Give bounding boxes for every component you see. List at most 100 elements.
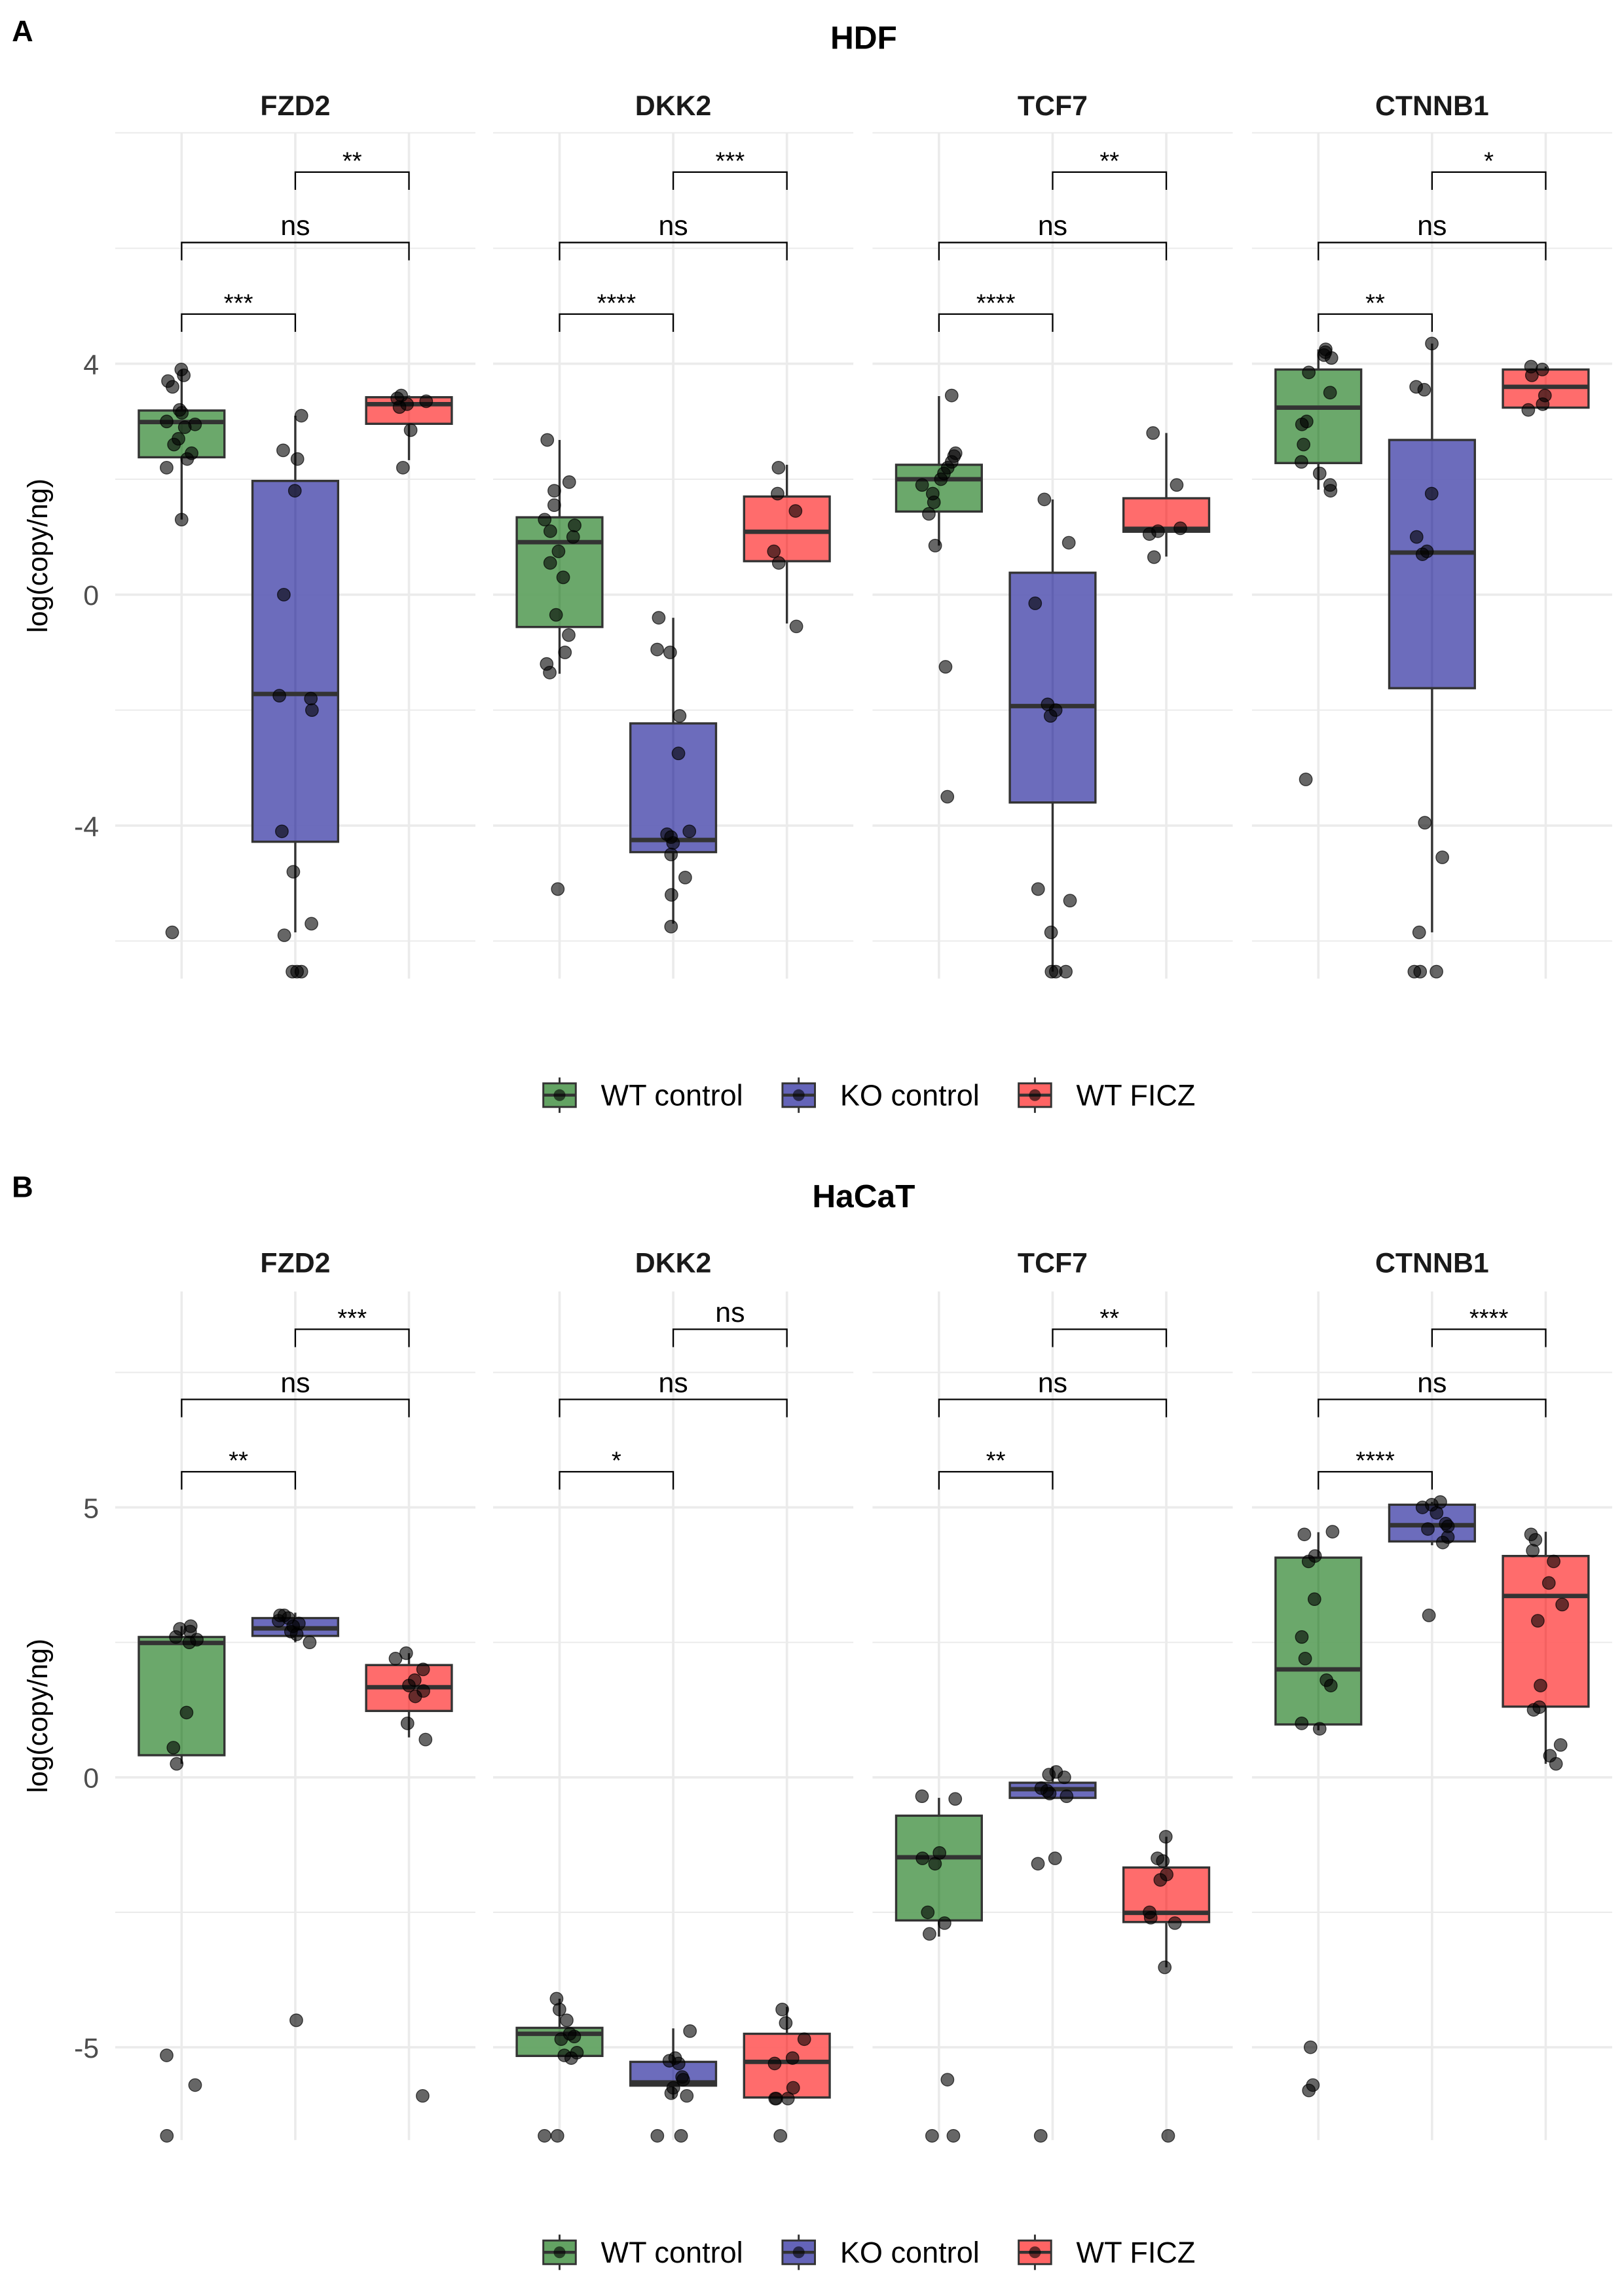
significance-bracket — [938, 242, 1168, 261]
significance-bracket — [1431, 171, 1547, 190]
data-point — [556, 570, 570, 585]
data-point — [671, 746, 686, 761]
data-point — [276, 443, 290, 458]
box-iqr — [1008, 572, 1097, 804]
data-point — [674, 2128, 688, 2143]
data-point — [160, 2049, 174, 2062]
data-point — [392, 400, 407, 414]
data-point — [543, 556, 557, 570]
significance-bracket — [938, 1470, 1054, 1490]
significance-bracket — [559, 1398, 788, 1417]
significance-label: ns — [715, 1297, 745, 1328]
significance-label: ns — [1038, 1367, 1067, 1398]
data-point — [304, 917, 318, 931]
data-point — [1530, 1614, 1545, 1628]
facet-strip-label: CTNNB1 — [1375, 1247, 1489, 1279]
data-point — [399, 1646, 413, 1660]
box-ko-control — [251, 409, 340, 979]
data-point — [1057, 1770, 1071, 1785]
box-iqr — [1274, 368, 1363, 464]
data-point — [1156, 1854, 1170, 1868]
data-point — [303, 1635, 317, 1650]
box-wt-control — [895, 1789, 983, 2143]
data-point — [683, 2024, 697, 2038]
data-point — [1415, 1501, 1430, 1514]
data-point — [403, 423, 418, 437]
box-ko-control — [1388, 337, 1476, 979]
data-point — [182, 1635, 196, 1650]
facet-strip-label: FZD2 — [260, 90, 330, 122]
legend-key-wt-control — [542, 2234, 577, 2270]
data-point — [1297, 437, 1311, 452]
significance-label: ns — [1038, 210, 1067, 242]
data-point — [1302, 365, 1316, 380]
significance-label: ** — [986, 1447, 1006, 1475]
data-point — [277, 928, 291, 942]
data-point — [1294, 455, 1308, 469]
data-point — [1061, 536, 1076, 550]
box-iqr — [743, 495, 831, 562]
box-ko-control — [1008, 1765, 1097, 2143]
data-point — [551, 544, 566, 558]
box-wt-control — [515, 1992, 604, 2143]
box-wt-ficz — [1502, 1527, 1590, 1771]
data-point — [294, 409, 308, 423]
data-point — [419, 394, 434, 409]
data-point — [1295, 1630, 1309, 1644]
significance-bracket — [559, 242, 788, 261]
data-point — [1435, 1535, 1450, 1550]
significance-label: *** — [224, 289, 253, 317]
box-wt-control — [1274, 342, 1363, 786]
data-point — [568, 519, 581, 532]
legend: WT control KO control WT FICZ — [542, 1077, 1195, 1113]
data-point — [652, 611, 666, 625]
data-point — [1424, 486, 1439, 501]
significance-label: ns — [280, 1367, 310, 1398]
facet-strip-label: TCF7 — [1018, 90, 1088, 122]
significance-label: ** — [1099, 1304, 1119, 1332]
data-point — [915, 478, 929, 492]
box-wt-control — [895, 388, 983, 804]
data-point — [1170, 478, 1184, 492]
data-point — [797, 2032, 811, 2047]
significance-bracket — [938, 1398, 1168, 1417]
data-point — [673, 709, 687, 723]
data-point — [1535, 363, 1549, 376]
facet-fzd2: FZD2 *** ns ** — [115, 90, 475, 979]
legend-point — [1029, 1089, 1041, 1101]
significance-bracket — [559, 313, 674, 332]
chart-title: HDF — [830, 19, 897, 56]
data-point — [1553, 1738, 1568, 1752]
data-point — [1031, 882, 1045, 896]
significance-label: ns — [658, 1367, 688, 1398]
data-point — [1526, 1544, 1540, 1558]
data-point — [388, 1652, 403, 1666]
facet-tcf7: TCF7 ** ns ** — [872, 1247, 1233, 2143]
data-point — [167, 437, 181, 452]
data-point — [1312, 466, 1327, 481]
data-point — [944, 388, 959, 403]
y-tick-label: 5 — [83, 1493, 99, 1524]
significance-bracket — [1052, 1328, 1168, 1347]
significance-bracket — [1318, 313, 1433, 332]
y-tick-label: -5 — [74, 2033, 99, 2064]
data-point — [1425, 337, 1439, 351]
box-wt-ficz — [743, 2003, 831, 2143]
y-tick-label: -4 — [74, 811, 99, 843]
significance-label: ns — [1417, 210, 1447, 242]
data-point — [1168, 1916, 1182, 1930]
data-point — [665, 888, 678, 902]
data-point — [1033, 2128, 1048, 2143]
data-point — [175, 406, 189, 420]
legend-label: WT control — [601, 1079, 743, 1112]
data-point — [1524, 368, 1539, 382]
data-point — [1297, 1527, 1312, 1542]
data-point — [1418, 816, 1432, 829]
box-ko-control — [1388, 1495, 1476, 1622]
facet-strip-label: FZD2 — [260, 1247, 330, 1279]
legend-label: KO control — [840, 1079, 980, 1112]
data-point — [1303, 2040, 1318, 2054]
data-point — [1037, 492, 1052, 507]
data-point — [289, 2013, 303, 2028]
